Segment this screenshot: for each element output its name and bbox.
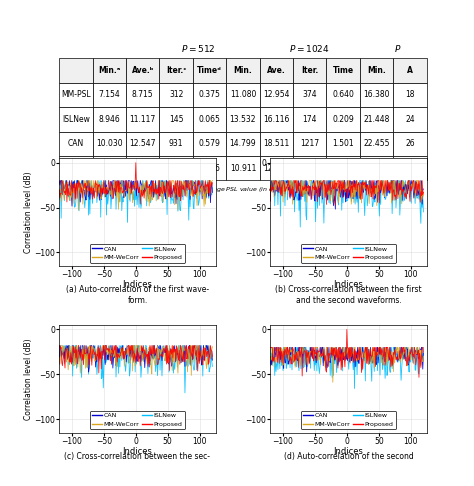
X-axis label: Indices: Indices — [122, 447, 152, 456]
Legend: CAN, MM-WeCorr, ISLNew, Proposed: CAN, MM-WeCorr, ISLNew, Proposed — [301, 411, 396, 430]
Text: (c) Cross-correlation between the sec-: (c) Cross-correlation between the sec- — [64, 452, 210, 461]
Text: $P = 1024$: $P = 1024$ — [289, 43, 329, 53]
Legend: CAN, MM-WeCorr, ISLNew, Proposed: CAN, MM-WeCorr, ISLNew, Proposed — [90, 244, 185, 263]
Legend: CAN, MM-WeCorr, ISLNew, Proposed: CAN, MM-WeCorr, ISLNew, Proposed — [90, 411, 185, 430]
Legend: CAN, MM-WeCorr, ISLNew, Proposed: CAN, MM-WeCorr, ISLNew, Proposed — [301, 244, 396, 263]
Text: $P = 512$: $P = 512$ — [182, 43, 216, 53]
Y-axis label: Correlation level (dB): Correlation level (dB) — [24, 171, 33, 253]
X-axis label: Indices: Indices — [334, 280, 364, 289]
X-axis label: Indices: Indices — [122, 280, 152, 289]
X-axis label: Indices: Indices — [334, 447, 364, 456]
Text: (d) Auto-correlation of the second: (d) Auto-correlation of the second — [283, 452, 413, 461]
Y-axis label: Correlation level (dB): Correlation level (dB) — [24, 338, 33, 419]
Text: (a) Auto-correlation of the first wave-
form.: (a) Auto-correlation of the first wave- … — [66, 285, 209, 305]
Text: (b) Cross-correlation between the first
and the second waveforms.: (b) Cross-correlation between the first … — [275, 285, 422, 305]
Text: $P$: $P$ — [393, 43, 401, 53]
Text: $^a$ Min.: Minimum PSL value (in dB).    $^b$ Ave.: Average PSL value (in dB).  : $^a$ Min.: Minimum PSL value (in dB). $^… — [59, 185, 337, 195]
